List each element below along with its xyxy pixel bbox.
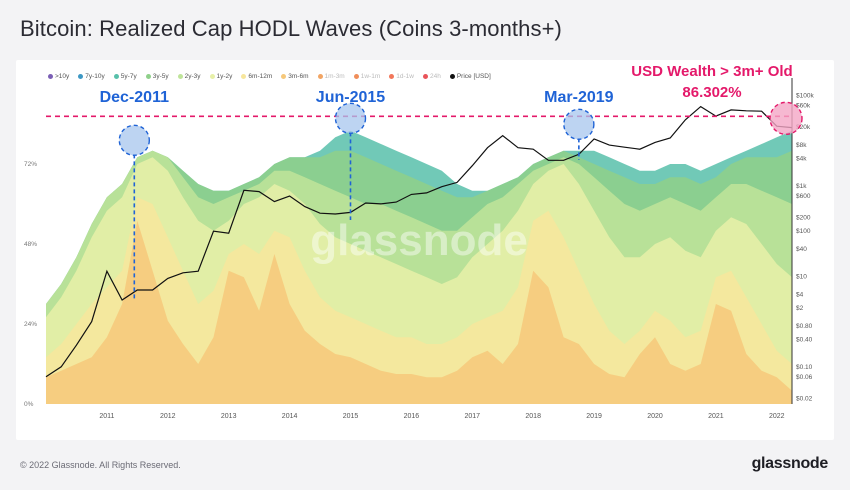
legend-item[interactable]: 6m-12m bbox=[241, 70, 272, 82]
y-right-tick-label: $0.02 bbox=[796, 395, 813, 402]
annotation-circle bbox=[118, 124, 151, 157]
legend-item[interactable]: 1d-1w bbox=[389, 70, 414, 82]
legend-swatch-icon bbox=[145, 73, 151, 79]
legend-swatch-icon bbox=[241, 73, 247, 79]
chart-title: Bitcoin: Realized Cap HODL Waves (Coins … bbox=[20, 16, 562, 41]
legend-item[interactable]: 2y-3y bbox=[177, 70, 201, 82]
legend-swatch-icon bbox=[177, 73, 183, 79]
y-left-tick-label: 0% bbox=[24, 401, 34, 408]
legend-swatch-icon bbox=[449, 73, 455, 79]
annotation-label-pink: USD Wealth > 3m+ Old bbox=[631, 63, 792, 80]
x-tick-label: 2018 bbox=[525, 413, 541, 420]
chart-legend: >10y 7y-10y 5y-7y 3y-5y 2y-3y 1y-2y 6m-12m 3m-6… bbox=[48, 70, 491, 82]
x-tick-label: 2015 bbox=[343, 413, 359, 420]
x-tick-label: 2021 bbox=[708, 413, 724, 420]
legend-label: 1w-1m bbox=[360, 72, 381, 80]
legend-label: >10y bbox=[55, 72, 70, 80]
x-tick-label: 2017 bbox=[464, 413, 480, 420]
legend-swatch-icon bbox=[113, 73, 119, 79]
legend-item[interactable]: 3m-6m bbox=[281, 70, 309, 82]
x-tick-label: 2022 bbox=[769, 413, 785, 420]
band-3m-6m bbox=[46, 220, 792, 404]
annotation-value-pink: 86.302% bbox=[682, 84, 741, 101]
x-tick-label: 2019 bbox=[586, 413, 602, 420]
y-right-tick-label: $1k bbox=[796, 183, 807, 190]
legend-swatch-icon bbox=[281, 73, 287, 79]
y-right-tick-label: $0.10 bbox=[796, 364, 813, 371]
y-left-tick-label: 48% bbox=[24, 241, 37, 248]
y-right-tick-label: $0.80 bbox=[796, 323, 813, 330]
legend-swatch-icon bbox=[353, 73, 359, 79]
y-right-tick-label: $10 bbox=[796, 273, 807, 280]
legend-item[interactable]: 24h bbox=[422, 70, 441, 82]
legend-item[interactable]: 3y-5y bbox=[145, 70, 169, 82]
legend-label: 1d-1w bbox=[396, 72, 414, 80]
legend-label: 7y-10y bbox=[85, 72, 105, 80]
y-right-tick-label: $600 bbox=[796, 193, 811, 200]
legend-label: 1m-3m bbox=[324, 72, 345, 80]
legend-label: 3y-5y bbox=[152, 72, 169, 80]
legend-item[interactable]: 1y-2y bbox=[209, 70, 233, 82]
y-left-tick-label: 24% bbox=[24, 321, 37, 328]
y-left-tick-label: 72% bbox=[24, 161, 37, 168]
annotation-label: Jun-2015 bbox=[316, 89, 385, 106]
legend-item[interactable]: 1m-3m bbox=[317, 70, 345, 82]
y-right-tick-label: $0.40 bbox=[796, 337, 813, 344]
legend-label: 5y-7y bbox=[120, 72, 137, 80]
copyright-text: © 2022 Glassnode. All Rights Reserved. bbox=[20, 460, 181, 470]
legend-item[interactable]: 1w-1m bbox=[353, 70, 381, 82]
legend-label: Price [USD] bbox=[456, 72, 491, 80]
legend-swatch-icon bbox=[78, 73, 84, 79]
y-right-tick-label: $100k bbox=[796, 93, 814, 100]
y-right-tick-label: $60k bbox=[796, 103, 811, 110]
y-right-tick-label: $2 bbox=[796, 305, 804, 312]
legend-item[interactable]: 7y-10y bbox=[78, 70, 105, 82]
watermark: glassnode bbox=[310, 216, 528, 265]
y-right-tick-label: $8k bbox=[796, 142, 807, 149]
y-right-tick-label: $4 bbox=[796, 291, 804, 298]
legend-swatch-icon bbox=[422, 73, 428, 79]
annotation-circle-pink bbox=[769, 101, 803, 136]
legend-label: 1y-2y bbox=[216, 72, 233, 80]
y-right-tick-label: $20k bbox=[796, 124, 811, 131]
y-right-tick-label: $100 bbox=[796, 228, 811, 235]
legend-item[interactable]: >10y bbox=[48, 70, 69, 82]
x-tick-label: 2012 bbox=[160, 413, 176, 420]
legend-item[interactable]: 5y-7y bbox=[113, 70, 137, 82]
legend-swatch-icon bbox=[389, 73, 395, 79]
y-right-tick-label: $200 bbox=[796, 215, 811, 222]
legend-swatch-icon bbox=[209, 73, 215, 79]
annotation-circle bbox=[563, 108, 595, 141]
annotation-circle bbox=[334, 102, 367, 135]
price-line bbox=[45, 105, 793, 378]
legend-swatch-icon bbox=[317, 73, 323, 79]
chart-svg: glassnode 0% 24% 48% 72% $0.02 $0.06 $0.10 $0.40… bbox=[24, 63, 814, 420]
x-tick-label: 2016 bbox=[404, 413, 420, 420]
x-tick-label: 2020 bbox=[647, 413, 663, 420]
legend-label: 2y-3y bbox=[184, 72, 201, 80]
x-tick-label: 2011 bbox=[99, 413, 114, 420]
annotation-label: Mar-2019 bbox=[544, 89, 613, 106]
annotation-label: Dec-2011 bbox=[100, 89, 169, 106]
legend-swatch-icon bbox=[48, 73, 53, 79]
chart-card: glassnode 0% 24% 48% 72% $0.02 $0.06 $0.10 $0.40… bbox=[16, 60, 834, 440]
brand-logo: glassnode bbox=[751, 455, 829, 472]
x-tick-label: 2014 bbox=[282, 413, 298, 420]
legend-label: 24h bbox=[429, 72, 441, 80]
y-right-tick-label: $4k bbox=[796, 156, 807, 163]
legend-label: 6m-12m bbox=[248, 72, 273, 80]
y-right-tick-label: $40 bbox=[796, 246, 807, 253]
legend-label: 3m-6m bbox=[288, 72, 309, 80]
legend-item[interactable]: Price [USD] bbox=[449, 70, 491, 82]
x-tick-label: 2013 bbox=[221, 413, 237, 420]
y-right-tick-label: $0.06 bbox=[796, 374, 813, 381]
